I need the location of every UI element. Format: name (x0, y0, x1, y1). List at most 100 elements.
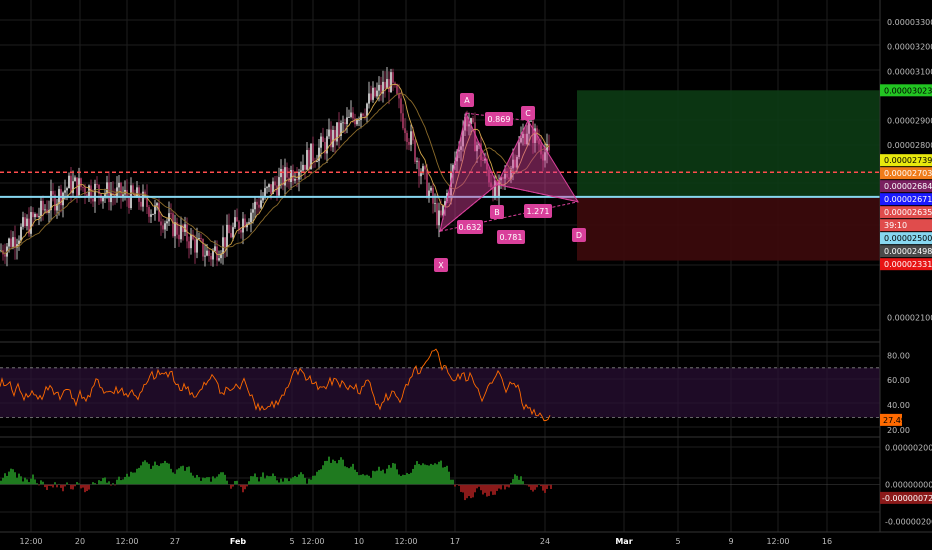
macd-bar (300, 472, 302, 485)
macd-bar (162, 463, 164, 485)
pattern-label-c[interactable]: C (521, 106, 535, 120)
macd-bar (422, 463, 424, 485)
macd-bar (142, 461, 144, 485)
macd-bar (280, 478, 282, 485)
candle-body (516, 156, 518, 168)
ratio-label-ac[interactable]: 0.869 (485, 112, 513, 126)
candle-body (444, 201, 446, 206)
candle-body (364, 115, 366, 117)
price-tag-bg (880, 154, 932, 167)
candle-body (166, 221, 168, 224)
candle-body (492, 187, 494, 199)
price-tag-bg (880, 167, 932, 180)
candle-body (140, 201, 142, 207)
pattern-label-b[interactable]: B (490, 205, 504, 219)
ratio-label-xb-bg (457, 220, 483, 234)
candle-body (506, 173, 508, 178)
ratio-label-bd[interactable]: 1.271 (524, 204, 552, 218)
candle-body (524, 133, 526, 145)
macd-bar (376, 470, 378, 485)
macd-bar (20, 476, 22, 485)
candle-body (24, 217, 26, 227)
macd-bar (44, 484, 46, 488)
candle-body (452, 165, 454, 173)
macd-bar (218, 474, 220, 485)
candle-body (468, 124, 470, 127)
candle-body (22, 217, 24, 227)
time-axis[interactable]: 12:00 20 12:00 27 Feb 5 12:00 10 12:00 17 24 Mar 5 9 1… (19, 537, 832, 546)
price-tag-bg (880, 219, 932, 232)
candle-body (322, 136, 324, 142)
macd-bar (248, 481, 250, 485)
macd-bar (504, 484, 506, 490)
macd-bar (346, 467, 348, 485)
macd-bar (350, 466, 352, 485)
horizontal-levels[interactable] (0, 171, 880, 198)
macd-bar (450, 479, 452, 485)
candle-body (104, 193, 106, 197)
candle-body (150, 214, 152, 217)
candle-body (336, 122, 338, 142)
macd-bar (126, 473, 128, 485)
macd-bar (28, 482, 30, 485)
time-tick-label: 17 (450, 537, 460, 546)
macd-bar (74, 484, 76, 487)
macd-bar (272, 473, 274, 485)
macd-bar (192, 475, 194, 485)
macd-bar (244, 484, 246, 490)
macd-bar (76, 482, 78, 485)
candle-body (474, 122, 476, 152)
candle-body (282, 168, 284, 186)
macd-bar (222, 472, 224, 485)
candle-body (504, 173, 506, 179)
macd-bar (474, 484, 476, 493)
pattern-label-a[interactable]: A (460, 93, 474, 107)
candle-body (434, 203, 436, 204)
candle-body (182, 225, 184, 232)
macd-bar (0, 480, 2, 485)
macd-bar (434, 463, 436, 485)
macd-bar (498, 484, 500, 489)
price-tag-text: 0.00002684 (884, 182, 932, 191)
ratio-label-xb[interactable]: 0.632 (457, 220, 483, 234)
harmonic-pattern[interactable]: X A B C D 0.869 0.632 0.781 1.271 (434, 93, 586, 272)
candle-body (258, 204, 260, 208)
candle-body (154, 205, 156, 214)
price-tag-text: 0.00003023 (884, 86, 932, 95)
macd-bar (366, 474, 368, 485)
price-axis[interactable]: 0.00003300 0.00003200 0.00003100 0.00002900… (885, 18, 932, 527)
candle-body (94, 183, 96, 202)
candle-body (84, 187, 86, 195)
pattern-label-x[interactable]: X (434, 258, 448, 272)
candle-body (326, 136, 328, 154)
candle-body (52, 191, 54, 195)
macd-bar (418, 464, 420, 485)
rsi-tick-label: 20.00 (887, 426, 910, 435)
pattern-label-d[interactable]: D (572, 228, 586, 242)
macd-bar (188, 466, 190, 485)
time-tick-label: 12:00 (394, 537, 417, 546)
candle-body (236, 217, 238, 222)
candle-body (358, 119, 360, 121)
candle-body (320, 136, 322, 148)
candle-body (448, 193, 450, 196)
price-tag-bg (880, 180, 932, 193)
macd-bar (464, 484, 466, 501)
time-tick-label: Mar (615, 537, 632, 546)
macd-bar (56, 484, 58, 488)
candle-body (156, 203, 158, 206)
price-tag-text: 0.00002635 (884, 208, 932, 217)
candle-body (56, 203, 58, 211)
macd-bar (6, 475, 8, 485)
candle-body (70, 175, 72, 194)
ratio-label-xd[interactable]: 0.781 (497, 230, 525, 244)
price-tick-label: 0.00002800 (887, 141, 932, 150)
macd-bar (472, 484, 474, 498)
pattern-ratio-line (439, 201, 579, 232)
macd-bar (304, 477, 306, 485)
candle-body (180, 225, 182, 240)
candle-body (360, 113, 362, 120)
pattern-ratio-line (496, 184, 579, 203)
candle-body (530, 120, 532, 122)
